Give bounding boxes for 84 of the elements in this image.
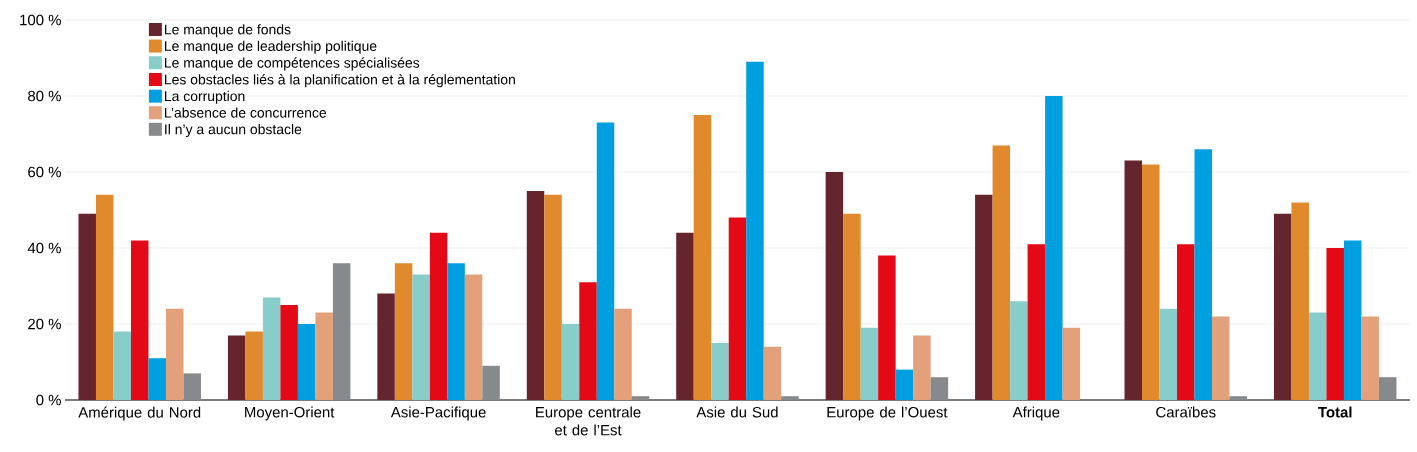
bar bbox=[429, 232, 448, 400]
x-tick-label: Moyen-Orient bbox=[245, 406, 335, 421]
bar bbox=[482, 365, 500, 400]
legend-label: Le manque de compétences spécialisées bbox=[165, 57, 420, 71]
bar bbox=[332, 263, 351, 400]
bar bbox=[975, 194, 993, 400]
bar bbox=[895, 369, 914, 400]
bar bbox=[746, 61, 764, 400]
bar bbox=[464, 274, 483, 400]
bar bbox=[262, 297, 281, 400]
bar bbox=[728, 217, 747, 400]
legend-label: La corruption bbox=[165, 90, 245, 104]
legend-label: Le manque de leadership politique bbox=[165, 40, 377, 54]
bar bbox=[78, 213, 96, 400]
y-tick-label: 80 % bbox=[28, 90, 61, 102]
bar bbox=[165, 308, 184, 400]
bar bbox=[297, 324, 316, 400]
bar bbox=[245, 331, 263, 400]
bar bbox=[447, 263, 465, 400]
bar bbox=[631, 396, 650, 400]
bar bbox=[280, 305, 298, 400]
bar bbox=[913, 335, 931, 400]
x-tick-label: Afrique bbox=[1012, 406, 1060, 421]
legend-label: L’absence de concurrence bbox=[165, 107, 327, 118]
x-tick-label: Total bbox=[1318, 406, 1352, 418]
bar bbox=[825, 172, 844, 400]
bar bbox=[1308, 312, 1327, 400]
bar bbox=[526, 191, 545, 400]
bar bbox=[1229, 396, 1248, 400]
bar bbox=[1027, 244, 1046, 400]
x-tick-label: Amérique du Nord bbox=[78, 406, 201, 421]
y-tick-label: 60 % bbox=[28, 166, 61, 178]
x-tick-label: Europe centrale et de l’Est bbox=[536, 406, 641, 436]
bar bbox=[1273, 213, 1292, 400]
bar bbox=[930, 377, 949, 400]
bar bbox=[711, 343, 729, 400]
x-tick-label: Asie du Sud bbox=[696, 406, 778, 418]
bar bbox=[579, 282, 597, 400]
bar bbox=[1378, 377, 1397, 400]
bar bbox=[1062, 327, 1081, 400]
bar bbox=[860, 327, 879, 400]
bar bbox=[183, 373, 201, 400]
bar bbox=[676, 232, 694, 400]
bar bbox=[1045, 96, 1063, 400]
bar bbox=[1291, 202, 1309, 400]
bar bbox=[1159, 308, 1178, 400]
y-tick-label: 100 % bbox=[20, 14, 61, 26]
legend-label: Les obstacles liés à la planification et à la réglementation bbox=[165, 74, 515, 88]
x-tick-label: Europe de l’Ouest bbox=[827, 406, 948, 421]
bar bbox=[596, 122, 615, 400]
bar bbox=[315, 312, 333, 400]
bar bbox=[227, 335, 246, 400]
bar bbox=[781, 396, 799, 400]
bar bbox=[693, 115, 712, 400]
bar bbox=[1124, 160, 1143, 400]
bar bbox=[394, 263, 413, 400]
bar bbox=[148, 358, 166, 400]
bar bbox=[992, 145, 1011, 400]
bar bbox=[763, 346, 782, 400]
bar bbox=[1343, 240, 1362, 400]
bar bbox=[377, 293, 395, 400]
bar bbox=[113, 331, 131, 400]
bar bbox=[1142, 164, 1160, 400]
y-tick-label: 40 % bbox=[27, 242, 61, 254]
y-tick-label: 20 % bbox=[28, 318, 61, 330]
y-tick-label: 0 % bbox=[36, 394, 61, 406]
bar bbox=[843, 213, 861, 400]
legend-label: Il n’y a aucun obstacle bbox=[165, 124, 302, 138]
x-tick-label: Asie-Pacifique bbox=[390, 406, 486, 421]
legend-label: Le manque de fonds bbox=[165, 24, 291, 38]
bar bbox=[561, 324, 580, 400]
bar bbox=[1212, 316, 1230, 400]
bar bbox=[878, 255, 896, 400]
bar bbox=[95, 194, 114, 400]
bar bbox=[544, 194, 562, 400]
bar bbox=[614, 308, 632, 400]
bar bbox=[130, 240, 149, 400]
x-tick-label: Caraïbes bbox=[1156, 406, 1216, 418]
bar bbox=[1194, 149, 1213, 400]
bar bbox=[1326, 248, 1344, 400]
bar bbox=[1361, 316, 1379, 400]
bar bbox=[1010, 301, 1028, 400]
bar bbox=[412, 274, 430, 400]
bar bbox=[1177, 244, 1195, 400]
